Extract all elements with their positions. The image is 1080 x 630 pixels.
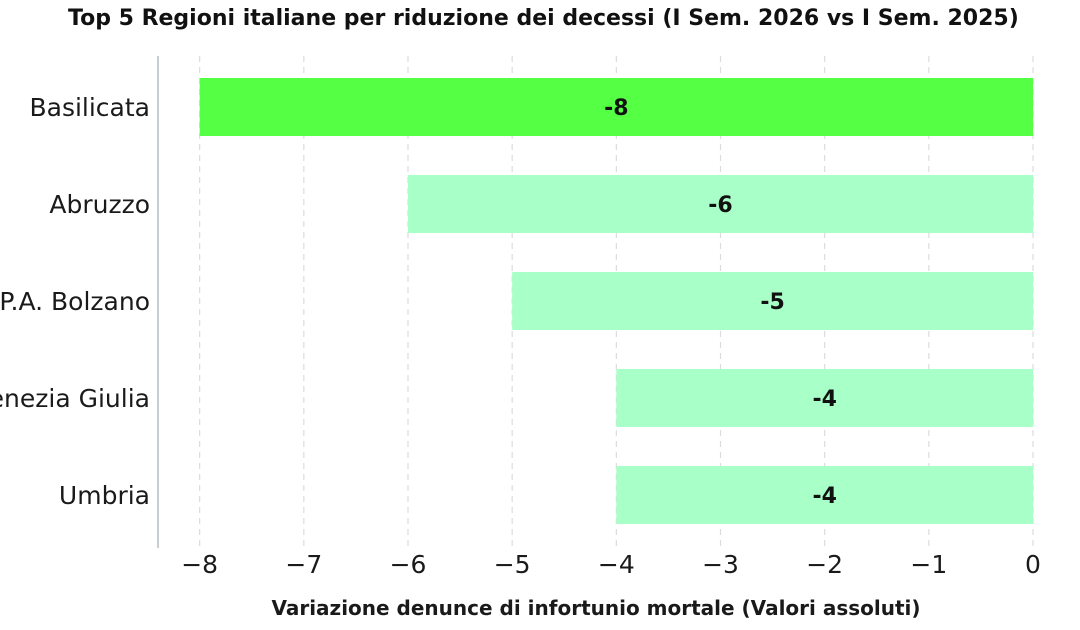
bar	[512, 272, 1033, 330]
x-tick-label: −1	[910, 550, 947, 579]
x-axis-ticks: −8 −7 −6 −5 −4 −3 −2 −1 0	[181, 550, 1041, 579]
bar	[616, 369, 1033, 427]
x-tick-label: −3	[702, 550, 739, 579]
x-tick-label: −6	[390, 550, 427, 579]
category-label: Umbria	[59, 481, 150, 510]
chart-title: Top 5 Regioni italiane per riduzione dei…	[68, 6, 1019, 31]
bar-value-label: -4	[812, 387, 836, 412]
x-tick-label: −8	[181, 550, 218, 579]
x-axis-label: Variazione denunce di infortunio mortale…	[271, 596, 920, 620]
bar-value-label: -5	[760, 290, 784, 315]
bar-value-label: -6	[708, 193, 732, 218]
category-label: Abruzzo	[49, 190, 150, 219]
bar-value-label: -8	[604, 96, 628, 121]
bar	[408, 175, 1033, 233]
x-tick-label: −7	[285, 550, 322, 579]
category-label: Friuli-Venezia Giulia	[0, 384, 150, 413]
bar	[616, 466, 1033, 524]
bar	[199, 78, 1033, 136]
category-label: P.A. Bolzano	[0, 287, 150, 316]
x-tick-label: 0	[1025, 550, 1041, 579]
x-tick-label: −2	[806, 550, 843, 579]
bar-value-label: -4	[812, 484, 836, 509]
x-tick-label: −5	[494, 550, 531, 579]
category-label: Basilicata	[29, 93, 150, 122]
bars: -8 -6 -5 -4 -4	[199, 78, 1033, 524]
x-tick-label: −4	[598, 550, 635, 579]
category-labels: Basilicata Abruzzo P.A. Bolzano Friuli-Vene…	[0, 93, 150, 510]
